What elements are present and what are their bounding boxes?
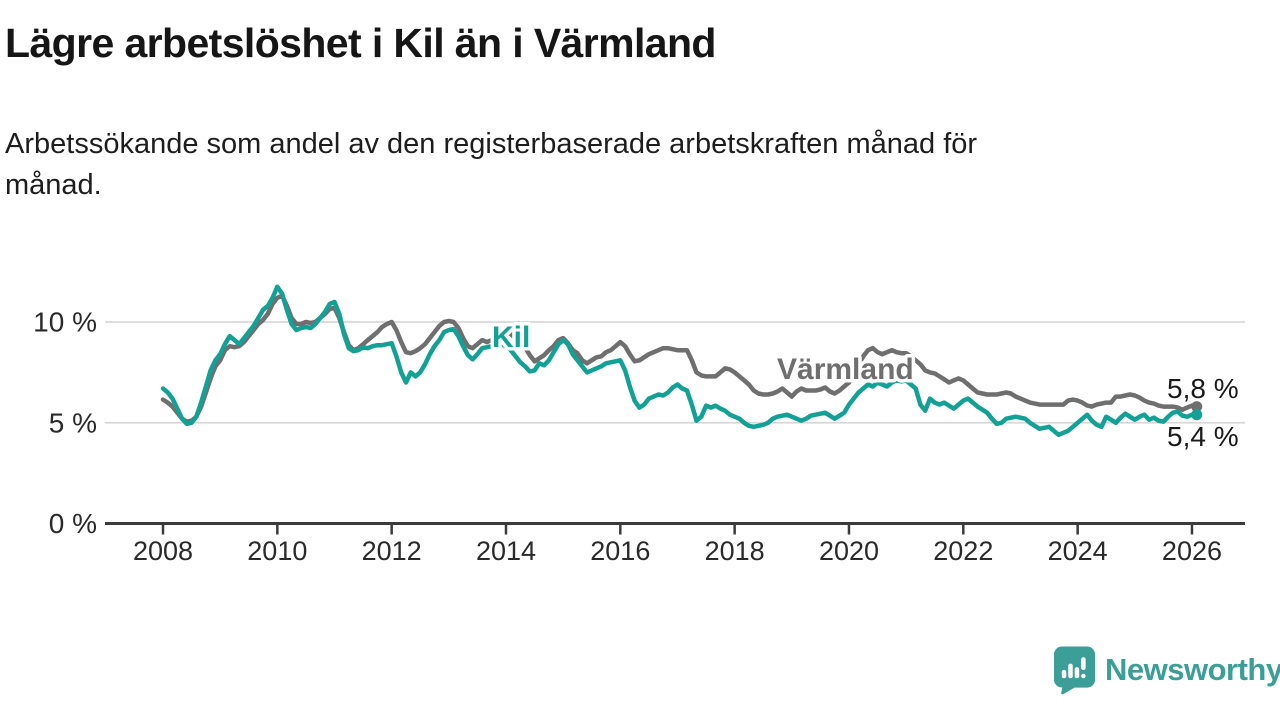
exclamation-icon [1081, 657, 1086, 670]
series-label-kil: Kil [492, 321, 530, 354]
bar-chart-icon [1068, 663, 1073, 679]
x-tick-label: 2010 [247, 536, 307, 566]
x-tick-label: 2026 [1162, 536, 1222, 566]
y-tick-label: 10 % [33, 307, 97, 338]
end-value-label-kil: 5,4 % [1167, 421, 1239, 452]
x-tick-label: 2022 [933, 536, 993, 566]
x-tick-label: 2020 [819, 536, 879, 566]
newsworthy-logo: Newsworthy [1053, 645, 1280, 695]
x-tick-label: 2014 [476, 536, 536, 566]
series-endpoint-kil [1191, 409, 1203, 421]
subtitle-line-1: Arbetssökande som andel av den registerb… [5, 128, 978, 160]
series-endpoint-värmland [1191, 401, 1203, 413]
bar-chart-icon [1061, 670, 1067, 679]
x-tick-label: 2008 [133, 536, 193, 566]
bar-chart-icon [1074, 667, 1080, 679]
exclamation-icon [1081, 673, 1086, 679]
x-tick-label: 2016 [590, 536, 650, 566]
series-label-värmland: Värmland [777, 353, 914, 386]
brand-name: Newsworthy [1105, 652, 1280, 687]
y-tick-label: 0 % [49, 508, 97, 539]
end-value-label-värmland: 5,8 % [1167, 373, 1239, 404]
x-tick-label: 2024 [1048, 536, 1108, 566]
series-line-kil [160, 284, 1199, 438]
chart-subtitle: Arbetssökande som andel av den registerb… [5, 124, 977, 206]
series-line-värmland [160, 293, 1199, 424]
subtitle-line-2: månad. [5, 169, 102, 201]
x-tick-label: 2018 [705, 536, 765, 566]
x-tick-label: 2012 [362, 536, 422, 566]
y-tick-label: 5 % [49, 407, 97, 438]
speech-bubble-icon [1053, 646, 1096, 695]
newsworthy-logo-icon [1053, 646, 1096, 695]
page-title: Lägre arbetslöshet i Kil än i Värmland [5, 20, 716, 66]
